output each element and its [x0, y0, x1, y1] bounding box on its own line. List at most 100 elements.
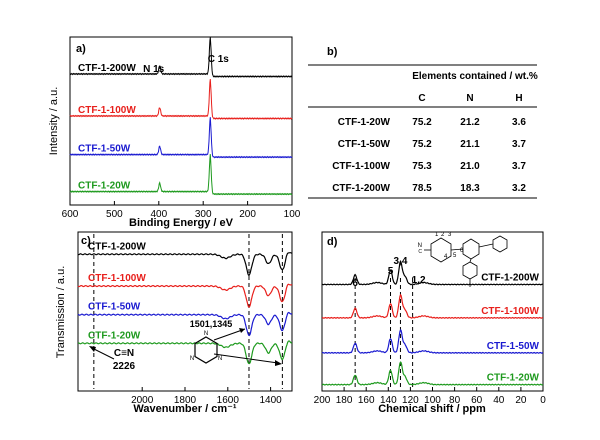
annotation-triazine: 1501,1345: [190, 319, 233, 329]
x-tick-label: 120: [402, 395, 419, 406]
series-label: CTF-1-20W: [487, 373, 540, 384]
arrow-line: [213, 328, 246, 341]
panel-b-letter: b): [327, 46, 338, 58]
series-line: [77, 311, 292, 337]
panel-c-ftir: c) CTF-1-200W CTF-1-100W CTF-1-50W CTF-1-20…: [55, 231, 293, 415]
panel-c-letter: c): [81, 235, 91, 247]
x-tick-label: 20: [515, 395, 527, 406]
structure-number: 4: [444, 254, 448, 260]
panel-a-frame: [69, 36, 293, 206]
x-tick-label: 0: [540, 395, 546, 406]
panel-d-nmr: d) CTF-1-200W CTF-1-100W CTF-1-50W CTF-1-20…: [314, 231, 546, 415]
series-label: CTF-1-20W: [78, 181, 131, 192]
series-line: [78, 252, 293, 276]
series-line: [69, 78, 293, 120]
structure-c-label: C: [418, 249, 422, 255]
series-line: [69, 117, 293, 159]
x-tick-label: 60: [471, 395, 483, 406]
series-label: CTF-1-200W: [88, 241, 146, 252]
x-tick-label: 500: [106, 209, 123, 220]
x-tick-label: 600: [62, 209, 79, 220]
table-cell: 21.0: [460, 161, 480, 172]
annotation-cn-value: 2226: [113, 361, 136, 372]
series-label: CTF-1-100W: [78, 105, 136, 116]
panel-a-xlabel: Binding Energy / eV: [129, 217, 234, 229]
series-label: CTF-1-200W: [481, 272, 539, 283]
structure-n-label: N: [418, 243, 422, 249]
table-cell: 21.1: [460, 139, 480, 150]
series-label: CTF-1-50W: [487, 341, 540, 352]
table-row-label: CTF-1-100W: [332, 161, 390, 172]
series-label: CTF-1-50W: [78, 144, 131, 155]
peak-label: 5: [388, 266, 394, 277]
table-cell: 75.3: [412, 161, 432, 172]
series-line: [69, 37, 293, 78]
table-cell: 75.2: [412, 117, 432, 128]
svg-text:N: N: [190, 356, 194, 362]
panel-a-ylabel: Intensity / a.u.: [48, 87, 60, 155]
x-tick-label: 180: [336, 395, 353, 406]
panel-d-letter: d): [327, 236, 338, 248]
arrow-head-icon: [89, 346, 96, 352]
table-cell: 75.2: [412, 139, 432, 150]
svg-text:N: N: [204, 331, 208, 337]
x-tick-label: 200: [314, 395, 331, 406]
panel-b-table: b) Elements contained / wt.% C N H CTF-1…: [308, 46, 538, 199]
table-row-label: CTF-1-50W: [338, 139, 391, 150]
panel-c-xlabel: Wavenumber / cm⁻¹: [133, 403, 237, 415]
table-col-n: N: [466, 93, 473, 104]
x-tick-label: 400: [150, 209, 167, 220]
ctf-structure-icon: [424, 235, 508, 287]
panel-a-letter: a): [76, 43, 86, 55]
arrow-head-icon: [275, 360, 282, 366]
peak-label: 6: [352, 278, 358, 289]
arrow-line: [213, 353, 279, 364]
table-cell: 21.2: [460, 117, 480, 128]
panel-d-xlabel: Chemical shift / ppm: [378, 403, 486, 415]
x-tick-label: 140: [380, 395, 397, 406]
x-tick-label: 200: [239, 209, 256, 220]
peak-label: C 1s: [208, 54, 230, 65]
peak-label: 1,2: [412, 275, 426, 286]
x-tick-label: 2000: [131, 395, 154, 406]
table-cell: 3.2: [512, 183, 526, 194]
series-line: [321, 259, 544, 286]
table-col-c: C: [418, 93, 425, 104]
series-label: CTF-1-200W: [78, 63, 136, 74]
x-tick-label: 1400: [259, 395, 282, 406]
series-label: CTF-1-50W: [88, 302, 141, 313]
table-row-label: CTF-1-200W: [332, 183, 390, 194]
x-tick-label: 300: [195, 209, 212, 220]
annotation-cn: C≡N: [114, 348, 134, 359]
x-tick-label: 100: [424, 395, 441, 406]
x-tick-label: 40: [493, 395, 505, 406]
table-cell: 3.7: [512, 161, 526, 172]
x-tick-label: 1600: [217, 395, 240, 406]
x-tick-label: 160: [358, 395, 375, 406]
series-label: CTF-1-20W: [88, 330, 141, 341]
structure-number: 6: [460, 248, 464, 254]
table-cell: 78.5: [412, 183, 432, 194]
panel-c-ylabel: Transmission / a.u.: [55, 266, 67, 359]
svg-text:N: N: [218, 356, 222, 362]
series-line: [69, 154, 293, 196]
table-cell: 3.7: [512, 139, 526, 150]
panel-a-xps: a) CTF-1-200W CTF-1-100W CTF-1-50W CTF-1-20…: [48, 36, 301, 229]
series-line: [321, 361, 544, 386]
x-tick-label: 1800: [174, 395, 197, 406]
series-line: [78, 340, 293, 365]
structure-number: 3: [448, 232, 452, 238]
arrow-line: [91, 347, 115, 360]
series-line: [322, 293, 543, 319]
table-super-header: Elements contained / wt.%: [412, 71, 538, 82]
peak-label: N 1s: [143, 64, 165, 75]
x-tick-label: 80: [449, 395, 461, 406]
series-label: CTF-1-100W: [481, 306, 539, 317]
arrow-head-icon: [239, 328, 245, 333]
series-line: [77, 283, 293, 308]
table-col-h: H: [515, 93, 522, 104]
structure-number: 1: [435, 232, 439, 238]
peak-label: 3,4: [394, 256, 408, 267]
series-label: CTF-1-100W: [88, 273, 146, 284]
